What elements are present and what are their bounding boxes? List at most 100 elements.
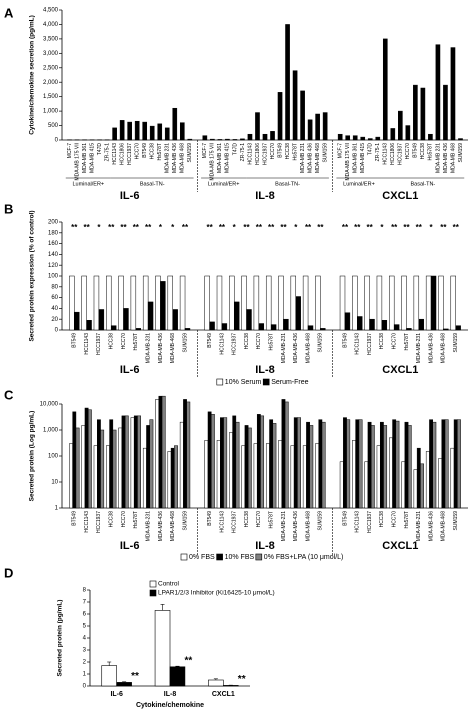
bar [435, 44, 441, 141]
legend-swatch [216, 378, 224, 386]
bar [262, 133, 268, 141]
significance: ** [83, 223, 90, 232]
category-label: MCF-7 [338, 143, 344, 158]
category-label: HCC38 [109, 511, 115, 528]
y-tick-label: 7 [83, 600, 87, 606]
legend-swatch [149, 580, 157, 588]
bar [232, 139, 238, 141]
category-label: HCC1937 [232, 333, 238, 355]
bar [97, 419, 101, 509]
bar [93, 445, 98, 509]
category-label: MDA-MB-231 [145, 511, 151, 542]
bar [174, 445, 178, 509]
category-label: Hs578T [133, 511, 139, 529]
category-label: MDA-MB 415 [360, 143, 366, 173]
y-tick-label: 2 [83, 660, 87, 666]
bar [429, 419, 433, 509]
x-tick-label: CXCL1 [212, 691, 235, 698]
bar [253, 443, 258, 509]
x-axis-title: Cytokine/chemokine [136, 702, 204, 709]
bar [87, 409, 92, 509]
bar [202, 135, 208, 141]
bar [339, 461, 344, 509]
category-label: MDA-MB 436 [307, 143, 313, 173]
bar [295, 296, 301, 331]
bar [406, 328, 412, 331]
panel-letter: B [4, 201, 13, 216]
bar [376, 445, 381, 509]
legend-swatch [216, 553, 223, 561]
category-label: Hs578T [157, 143, 163, 161]
category-label: HCC38 [379, 511, 385, 528]
bar [142, 447, 147, 509]
bar [109, 419, 114, 509]
significance: * [97, 223, 101, 232]
bar [346, 419, 351, 509]
bar [142, 275, 149, 331]
panel-letter: C [4, 387, 14, 402]
category-label: T47D [97, 143, 103, 156]
panel-letter: A [4, 5, 14, 20]
category-label: MDA-MB 436 [172, 143, 178, 173]
category-label: MDA-MB-436 [428, 511, 434, 542]
bar [307, 325, 314, 331]
significance: ** [342, 223, 349, 232]
category-label: MDA-MB-436 [158, 333, 164, 364]
bar [123, 308, 129, 331]
bar [160, 281, 166, 331]
bar [430, 275, 437, 331]
x-tick-label: IL-6 [110, 691, 123, 698]
bar [133, 415, 138, 509]
category-label: MDA-MB 175 VII [345, 143, 351, 181]
y-tick-label: 10,000 [40, 402, 59, 408]
category-label: MDA-MB 468 [315, 143, 321, 173]
bar [221, 323, 228, 331]
bar [149, 419, 154, 509]
legend-swatch [180, 553, 188, 561]
bar [118, 275, 124, 331]
bar [142, 121, 148, 141]
bar [284, 401, 289, 509]
category-label: BT549 [342, 333, 348, 348]
y-tick-label: 80 [51, 284, 58, 290]
bar [339, 275, 346, 331]
bar [345, 135, 351, 141]
bar [416, 447, 421, 509]
y-tick-label: 100 [48, 454, 59, 460]
bar [216, 440, 221, 509]
group-label: IL-8 [255, 540, 275, 552]
significance: ** [403, 223, 410, 232]
category-label: MDA-MB-231 [416, 511, 422, 542]
significance: ** [145, 223, 152, 232]
bar [293, 417, 298, 509]
bar [315, 275, 321, 331]
bar [244, 425, 249, 509]
bar [432, 421, 437, 509]
significance: * [159, 223, 163, 232]
bar [379, 421, 384, 509]
bar [220, 417, 224, 509]
bar [457, 419, 461, 509]
bar [277, 92, 283, 141]
category-label: MDA-MB 175 VII [210, 143, 216, 181]
significance: * [294, 223, 298, 232]
category-label: BT549 [277, 143, 283, 158]
bar [110, 325, 117, 331]
bar [444, 419, 449, 509]
bar [283, 318, 289, 331]
bar [438, 458, 443, 509]
category-label: MCF-7 [67, 143, 73, 158]
y-tick-label: 5 [83, 624, 87, 630]
group-label: IL-8 [255, 364, 275, 376]
category-label: HCC1806 [390, 143, 396, 165]
bar [208, 679, 224, 687]
bar [383, 425, 388, 509]
bar [382, 38, 388, 141]
bar [281, 399, 286, 509]
y-tick-label: 3 [83, 648, 87, 654]
bar [209, 321, 215, 331]
bar [146, 425, 151, 509]
bar [149, 125, 155, 141]
x-tick-label: IL-8 [164, 691, 177, 698]
